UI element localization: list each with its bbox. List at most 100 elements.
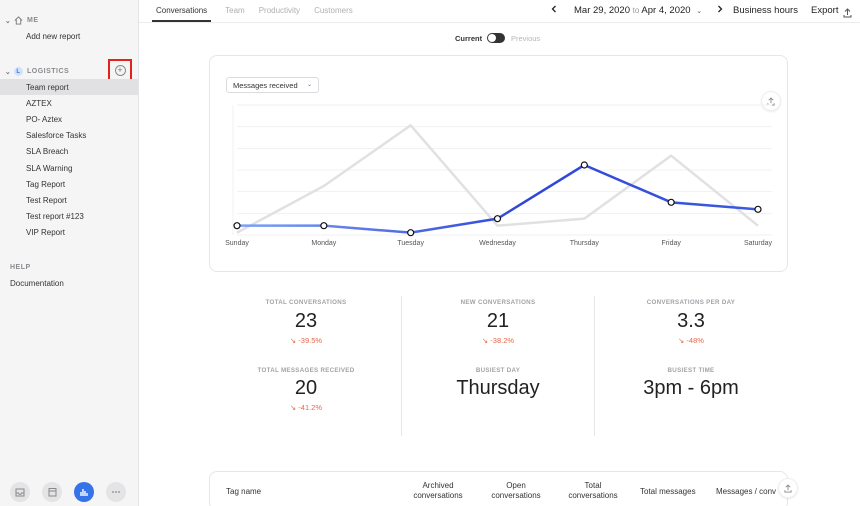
x-tick-label: Sunday bbox=[225, 240, 249, 247]
plus-circle-icon: + bbox=[114, 65, 126, 76]
next-range-icon[interactable] bbox=[717, 5, 723, 15]
date-start: Mar 29, 2020 bbox=[574, 5, 630, 16]
delta-value: -38.2% bbox=[490, 336, 515, 345]
chevron-down-icon: ⌄ bbox=[4, 68, 12, 76]
chart-export-button[interactable] bbox=[761, 91, 781, 111]
sidebar-item-test-report[interactable]: Test Report bbox=[26, 195, 67, 205]
export-icon[interactable] bbox=[843, 5, 852, 23]
busiest-day-label: BUSIEST DAY bbox=[475, 367, 521, 374]
sidebar-item-vip-report[interactable]: VIP Report bbox=[26, 227, 65, 237]
logistics-badge-wrap: L bbox=[13, 66, 24, 77]
toggle-knob bbox=[488, 34, 496, 42]
prev-range-icon[interactable] bbox=[551, 5, 557, 15]
trend-down-icon: ↘ bbox=[289, 403, 299, 412]
sidebar-item-test-report-123[interactable]: Test report #123 bbox=[26, 211, 84, 221]
column-header-tag-name[interactable]: Tag name bbox=[226, 487, 262, 496]
calendar-icon[interactable] bbox=[42, 482, 62, 502]
top-divider bbox=[139, 22, 860, 23]
busiest-time-value: 3pm - 6pm bbox=[643, 377, 739, 399]
sidebar-item-sla-breach[interactable]: SLA Breach bbox=[26, 146, 69, 156]
x-tick-label: Saturday bbox=[744, 240, 773, 247]
total-messages-received-value: 20 bbox=[294, 377, 318, 399]
conversations-per-day-value: 3.3 bbox=[677, 310, 705, 332]
export-icon bbox=[784, 483, 792, 492]
delta-value: -39.5% bbox=[298, 336, 323, 345]
sidebar-item-tag-report[interactable]: Tag Report bbox=[26, 179, 66, 189]
previous-series-line bbox=[236, 124, 759, 234]
column-header-messages-per-conv[interactable]: Messages / conv bbox=[716, 487, 777, 496]
tab-productivity[interactable]: Productivity bbox=[258, 6, 301, 15]
total-messages-received-label: TOTAL MESSAGES RECEIVED bbox=[257, 367, 355, 374]
logistics-badge: L bbox=[14, 67, 23, 76]
me-section-header[interactable]: ⌄ ME bbox=[4, 15, 39, 26]
current-previous-toggle[interactable] bbox=[487, 33, 505, 43]
sidebar-item-team-report[interactable]: Team report bbox=[0, 79, 138, 95]
help-section-header: HELP bbox=[10, 264, 31, 271]
tab-customers[interactable]: Customers bbox=[314, 6, 353, 15]
chevron-down-icon: ⌄ bbox=[306, 82, 312, 88]
column-header-total-conversations[interactable]: Total conversations bbox=[568, 481, 618, 500]
report-tabs: Conversations Team Productivity Customer… bbox=[152, 0, 367, 22]
date-range-picker[interactable]: Mar 29, 2020 to Apr 4, 2020 ⌄ bbox=[574, 5, 702, 16]
sidebar-item-add-new-report[interactable]: Add new report bbox=[26, 32, 81, 41]
tab-team[interactable]: Team bbox=[225, 6, 245, 15]
x-tick-label: Monday bbox=[311, 240, 336, 247]
new-conversations-label: NEW CONVERSATIONS bbox=[460, 299, 536, 306]
sidebar: ⌄ ME Add new report ⌄ L LOGISTICS + Team… bbox=[0, 0, 139, 506]
business-hours-toggle[interactable]: Business hours bbox=[733, 5, 798, 16]
trend-down-icon: ↘ bbox=[481, 336, 491, 345]
chart-card bbox=[209, 55, 788, 272]
total-conversations-delta: ↘ -39.5% bbox=[216, 336, 396, 345]
conversations-per-day-label: CONVERSATIONS PER DAY bbox=[646, 299, 736, 306]
current-series-point bbox=[320, 222, 328, 230]
metric-select-value: Messages received bbox=[233, 80, 298, 90]
metric-select[interactable]: Messages received ⌄ bbox=[226, 77, 319, 93]
current-series-line bbox=[237, 163, 759, 234]
sidebar-item-po-aztex[interactable]: PO- Aztex bbox=[26, 114, 63, 124]
chevron-down-icon: ⌄ bbox=[696, 8, 703, 15]
reports-chart-icon[interactable] bbox=[74, 482, 94, 502]
total-conversations-label: TOTAL CONVERSATIONS bbox=[265, 299, 347, 306]
x-tick-label: Friday bbox=[661, 240, 681, 247]
sidebar-item-salesforce-tasks[interactable]: Salesforce Tasks bbox=[26, 130, 87, 140]
more-icon[interactable] bbox=[106, 482, 126, 502]
me-header-label: ME bbox=[27, 17, 39, 24]
current-series-point bbox=[580, 161, 588, 169]
delta-value: -41.2% bbox=[298, 403, 323, 412]
tab-conversations[interactable]: Conversations bbox=[152, 0, 212, 22]
table-export-button[interactable] bbox=[778, 478, 798, 498]
trend-down-icon: ↘ bbox=[678, 336, 687, 345]
current-series-point bbox=[407, 229, 415, 237]
bottom-dock bbox=[0, 480, 138, 504]
logistics-header-label: LOGISTICS bbox=[27, 68, 70, 75]
export-button[interactable]: Export bbox=[811, 5, 839, 16]
tags-table-card bbox=[209, 471, 788, 506]
home-icon bbox=[13, 15, 24, 26]
date-end: Apr 4, 2020 bbox=[641, 5, 691, 16]
busiest-time-label: BUSIEST TIME bbox=[667, 367, 715, 374]
stat-divider bbox=[401, 296, 402, 436]
current-series-point bbox=[667, 198, 675, 206]
busiest-day-value: Thursday bbox=[456, 377, 540, 399]
x-tick-label: Tuesday bbox=[397, 240, 424, 247]
logistics-section-header[interactable]: ⌄ L LOGISTICS bbox=[4, 66, 69, 77]
current-series-point bbox=[493, 215, 502, 223]
column-header-archived-conversations[interactable]: Archived conversations bbox=[413, 481, 463, 500]
column-header-total-messages[interactable]: Total messages bbox=[640, 487, 696, 496]
column-header-open-conversations[interactable]: Open conversations bbox=[491, 481, 541, 500]
toggle-previous-label: Previous bbox=[511, 34, 541, 43]
chevron-down-icon: ⌄ bbox=[4, 17, 12, 25]
inbox-icon[interactable] bbox=[10, 482, 30, 502]
messages-line-chart: Sunday Monday Tuesday Wednesday Thursday Frid… bbox=[225, 104, 773, 247]
sidebar-item-sla-warning[interactable]: SLA Warning bbox=[26, 163, 73, 173]
stat-divider bbox=[594, 296, 595, 436]
sidebar-item-aztex[interactable]: AZTEX bbox=[26, 98, 52, 108]
current-series-point bbox=[754, 205, 762, 213]
toggle-current-label: Current bbox=[455, 34, 483, 43]
delta-value: -48% bbox=[686, 336, 704, 345]
total-messages-received-delta: ↘ -41.2% bbox=[216, 403, 396, 412]
sidebar-item-documentation[interactable]: Documentation bbox=[10, 279, 64, 288]
conversations-per-day-delta: ↘ -48% bbox=[601, 336, 781, 345]
date-connector: to bbox=[632, 6, 640, 15]
